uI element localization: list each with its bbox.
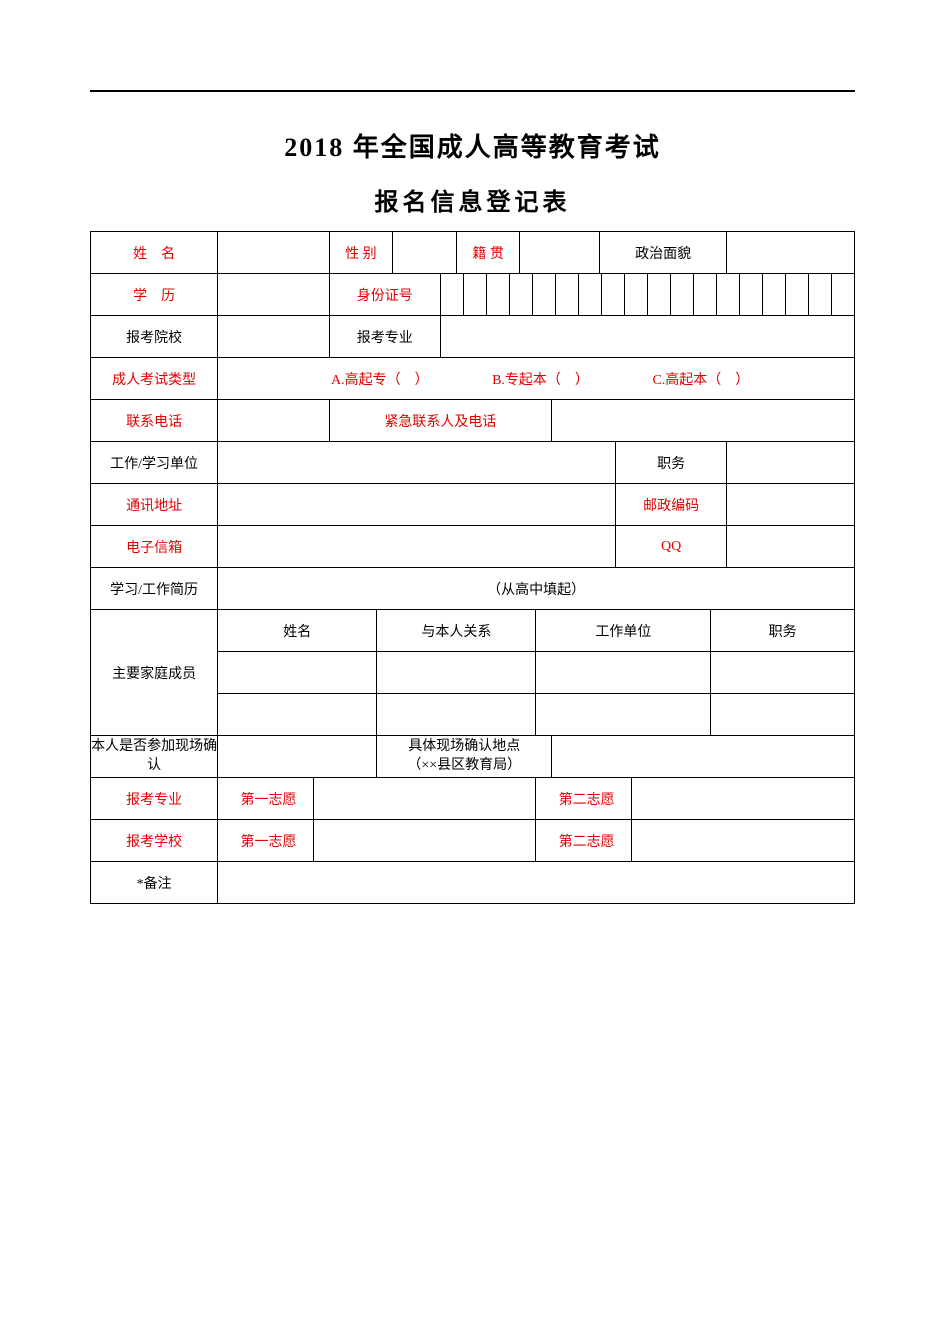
document-title-line1: 2018 年全国成人高等教育考试 [90,127,855,164]
label-emergency: 紧急联系人及电话 [329,400,552,442]
field-work-unit[interactable] [218,442,616,484]
label-position: 职务 [615,442,726,484]
id-box[interactable] [487,274,510,315]
field-email[interactable] [218,526,616,568]
page-container: 2018 年全国成人高等教育考试 报名信息登记表 姓 名 性 别 籍 贯 政治面… [0,0,945,964]
exam-type-option-b[interactable]: B.专起本（ ） [492,373,589,388]
field-second-choice-school[interactable] [631,820,854,862]
field-fam2-position[interactable] [711,694,855,736]
id-box[interactable] [717,274,740,315]
field-fam1-position[interactable] [711,652,855,694]
label-resume: 学习/工作简历 [91,568,218,610]
label-work-unit: 工作/学习单位 [91,442,218,484]
label-id-number: 身份证号 [329,274,440,316]
field-confirm-self[interactable] [218,736,377,778]
resume-hint: （从高中填起） [487,583,585,598]
field-fam1-name[interactable] [218,652,377,694]
field-native-place[interactable] [520,232,600,274]
field-second-choice-major[interactable] [631,778,854,820]
label-address: 通讯地址 [91,484,218,526]
id-box[interactable] [510,274,533,315]
id-box[interactable] [786,274,809,315]
id-box[interactable] [809,274,832,315]
label-education: 学 历 [91,274,218,316]
field-resume[interactable]: （从高中填起） [218,568,855,610]
label-family-members: 主要家庭成员 [91,610,218,736]
label-political: 政治面貌 [600,232,727,274]
id-box[interactable] [694,274,717,315]
field-note[interactable] [218,862,855,904]
id-box[interactable] [556,274,579,315]
id-box[interactable] [671,274,694,315]
label-native-place: 籍 贯 [456,232,520,274]
document-title-line2: 报名信息登记表 [90,182,855,217]
label-fam-name: 姓名 [218,610,377,652]
label-name: 姓 名 [91,232,218,274]
field-first-choice-major[interactable] [313,778,536,820]
label-exam-type: 成人考试类型 [91,358,218,400]
field-id-number[interactable] [440,274,854,316]
label-qq: QQ [615,526,726,568]
id-boxes-wrap [441,274,854,315]
label-first-choice-school: 第一志愿 [218,820,313,862]
id-box[interactable] [579,274,602,315]
label-second-choice-major: 第二志愿 [536,778,631,820]
field-fam2-relation[interactable] [377,694,536,736]
field-fam1-work[interactable] [536,652,711,694]
label-fam-work: 工作单位 [536,610,711,652]
field-fam2-work[interactable] [536,694,711,736]
id-box[interactable] [533,274,556,315]
field-phone[interactable] [218,400,329,442]
field-gender[interactable] [393,232,457,274]
field-political[interactable] [727,232,855,274]
id-box[interactable] [464,274,487,315]
confirm-place-line2: （××县区教育局） [377,757,551,775]
label-apply-major: 报考专业 [329,316,440,358]
id-box[interactable] [740,274,763,315]
label-postcode: 邮政编码 [615,484,726,526]
field-fam2-name[interactable] [218,694,377,736]
label-note: *备注 [91,862,218,904]
field-apply-major[interactable] [440,316,854,358]
field-first-choice-school[interactable] [313,820,536,862]
registration-form-table: 姓 名 性 别 籍 贯 政治面貌 学 历 身份证号 [90,231,855,904]
confirm-place-line1: 具体现场确认地点 [377,738,551,756]
field-position[interactable] [727,442,855,484]
label-confirm-self: 本人是否参加现场确认 [91,736,218,778]
label-apply-school-2: 报考学校 [91,820,218,862]
label-phone: 联系电话 [91,400,218,442]
field-fam1-relation[interactable] [377,652,536,694]
label-apply-school: 报考院校 [91,316,218,358]
exam-type-option-a[interactable]: A.高起专（ ） [331,373,429,388]
id-box[interactable] [602,274,625,315]
id-box[interactable] [441,274,464,315]
label-gender: 性 别 [329,232,393,274]
label-fam-relation: 与本人关系 [377,610,536,652]
field-name[interactable] [218,232,329,274]
id-box[interactable] [625,274,648,315]
label-apply-major-2: 报考专业 [91,778,218,820]
field-address[interactable] [218,484,616,526]
field-postcode[interactable] [727,484,855,526]
label-confirm-place: 具体现场确认地点 （××县区教育局） [377,736,552,778]
label-fam-position: 职务 [711,610,855,652]
label-first-choice-major: 第一志愿 [218,778,313,820]
label-email: 电子信箱 [91,526,218,568]
id-box[interactable] [832,274,854,315]
field-apply-school[interactable] [218,316,329,358]
id-box[interactable] [648,274,671,315]
top-horizontal-rule [90,90,855,92]
field-education[interactable] [218,274,329,316]
field-exam-type[interactable]: A.高起专（ ） B.专起本（ ） C.高起本（ ） [218,358,855,400]
field-confirm-place[interactable] [552,736,855,778]
field-emergency[interactable] [552,400,855,442]
field-qq[interactable] [727,526,855,568]
id-box[interactable] [763,274,786,315]
exam-type-option-c[interactable]: C.高起本（ ） [652,373,749,388]
label-second-choice-school: 第二志愿 [536,820,631,862]
